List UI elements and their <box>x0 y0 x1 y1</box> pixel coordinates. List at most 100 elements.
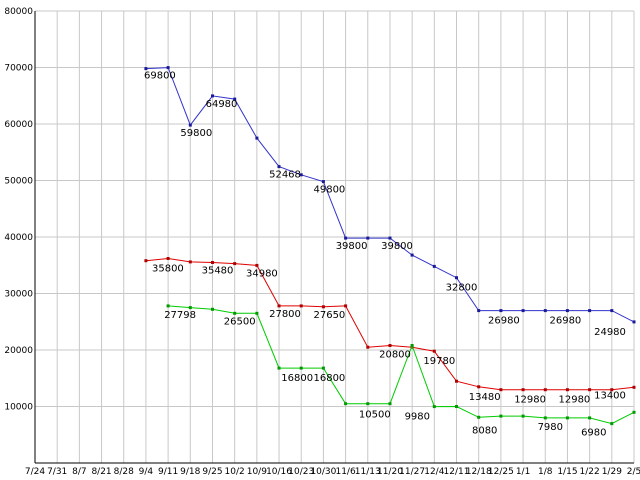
x-axis-tick-label: 1/15 <box>557 467 577 477</box>
price-series-red-point <box>410 345 414 349</box>
y-axis-tick-label: 20000 <box>4 346 33 356</box>
price-series-red-point <box>388 344 392 347</box>
data-point-label: 7980 <box>538 422 563 433</box>
x-axis-tick-label: 1/29 <box>602 467 622 477</box>
data-point-label: 52468 <box>269 170 301 181</box>
price-series-blue-point <box>144 67 148 71</box>
price-series-red-point <box>366 345 370 349</box>
x-axis-tick-label: 10/16 <box>266 467 292 477</box>
data-point-label: 12980 <box>514 395 546 406</box>
price-series-red-point <box>632 385 636 389</box>
data-point-label: 20800 <box>379 350 411 361</box>
price-series-blue-point <box>277 165 281 169</box>
x-axis-tick-label: 8/28 <box>114 467 134 477</box>
price-series-red-point <box>188 260 192 264</box>
x-axis-tick-label: 9/25 <box>202 467 222 477</box>
price-series-green-point <box>477 415 481 419</box>
data-point-label: 26980 <box>488 316 520 327</box>
x-axis-tick-label: 9/18 <box>180 467 200 477</box>
data-point-label: 32800 <box>446 283 478 294</box>
price-series-green-point <box>188 306 192 310</box>
price-series-red-point <box>299 304 303 308</box>
price-series-blue-point <box>521 309 525 313</box>
price-series-green-point <box>410 344 414 347</box>
price-series-blue-point <box>299 173 303 177</box>
data-point-label: 27650 <box>313 310 345 321</box>
x-axis-tick-label: 10/9 <box>247 467 267 477</box>
x-axis-tick-label: 1/8 <box>538 467 553 477</box>
x-axis-tick-label: 12/11 <box>444 467 470 477</box>
x-axis-tick-label: 1/1 <box>516 467 530 477</box>
x-axis-tick-label: 8/7 <box>72 467 86 477</box>
price-series-red-point <box>211 261 214 264</box>
price-series-red-point <box>565 388 569 392</box>
price-series-blue-point <box>321 180 325 184</box>
price-series-green-point <box>299 366 303 370</box>
price-series-blue-point <box>255 136 259 140</box>
price-series-blue-point <box>388 236 392 240</box>
x-axis-tick-label: 10/2 <box>225 467 245 477</box>
data-point-label: 9980 <box>405 412 430 423</box>
y-axis-tick-label: 10000 <box>4 403 33 413</box>
price-series-blue-point <box>344 236 348 240</box>
price-series-red-point <box>588 388 592 392</box>
data-point-label: 19780 <box>423 356 455 367</box>
x-axis-tick-label: 8/21 <box>91 467 111 477</box>
data-point-label: 34980 <box>246 268 278 279</box>
price-series-red-point <box>344 304 348 308</box>
price-series-red-point <box>321 305 325 309</box>
price-series-green-point <box>521 414 525 418</box>
price-series-green-point <box>610 422 614 426</box>
price-series-red-point <box>455 379 458 383</box>
y-axis-tick-label: 50000 <box>4 177 33 187</box>
price-series-green-point <box>166 304 170 308</box>
price-series-blue-point <box>610 309 614 313</box>
price-series-green-point <box>366 402 370 406</box>
data-point-label: 12980 <box>558 395 590 406</box>
x-axis-tick-label: 7/31 <box>47 467 67 477</box>
price-series-red-point <box>255 263 259 267</box>
price-series-red-point <box>477 385 481 389</box>
price-series-green-point <box>255 311 259 315</box>
price-series-blue-point <box>455 276 458 280</box>
x-axis-tick-label: 12/18 <box>466 467 492 477</box>
x-axis-tick-label: 11/6 <box>335 467 355 477</box>
x-axis-tick-label: 11/20 <box>377 467 403 477</box>
price-series-red-point <box>432 349 436 353</box>
data-point-label: 16800 <box>281 373 313 384</box>
price-series-green-line <box>168 305 635 425</box>
price-series-red-point <box>144 259 148 263</box>
y-axis-tick-label: 40000 <box>4 233 33 243</box>
y-axis-tick-label: 30000 <box>4 290 33 300</box>
price-series-green-point <box>277 366 281 370</box>
data-point-label: 10500 <box>359 410 391 421</box>
data-point-label: 64980 <box>206 99 238 110</box>
price-series-green-point <box>499 414 503 418</box>
y-axis-tick-label: 70000 <box>4 64 33 74</box>
price-series-blue-point <box>499 309 503 313</box>
price-series-red-point <box>166 257 170 260</box>
x-axis-tick-label: 9/4 <box>139 467 154 477</box>
price-series-green-point <box>344 402 348 406</box>
price-series-green-point <box>588 416 592 420</box>
price-series-blue-point <box>543 309 547 313</box>
price-series-red-point <box>543 388 547 392</box>
x-axis-tick-label: 1/22 <box>580 467 600 477</box>
price-series-green-point <box>432 405 436 409</box>
price-series-blue-point <box>366 236 370 240</box>
y-axis-tick-label: 60000 <box>4 120 33 130</box>
price-series-blue-point <box>432 264 436 268</box>
data-point-label: 49800 <box>313 185 345 196</box>
y-axis-tick-label: 80000 <box>4 7 33 17</box>
price-series-green-point <box>388 402 392 406</box>
data-point-label: 39800 <box>336 241 368 252</box>
x-axis-tick-label: 9/11 <box>158 467 178 477</box>
price-series-blue-point <box>188 123 192 127</box>
price-series-green-point <box>565 416 569 420</box>
price-series-blue-point <box>410 253 414 257</box>
x-axis-tick-label: 10/30 <box>310 467 336 477</box>
x-axis-tick-label: 11/13 <box>355 467 381 477</box>
